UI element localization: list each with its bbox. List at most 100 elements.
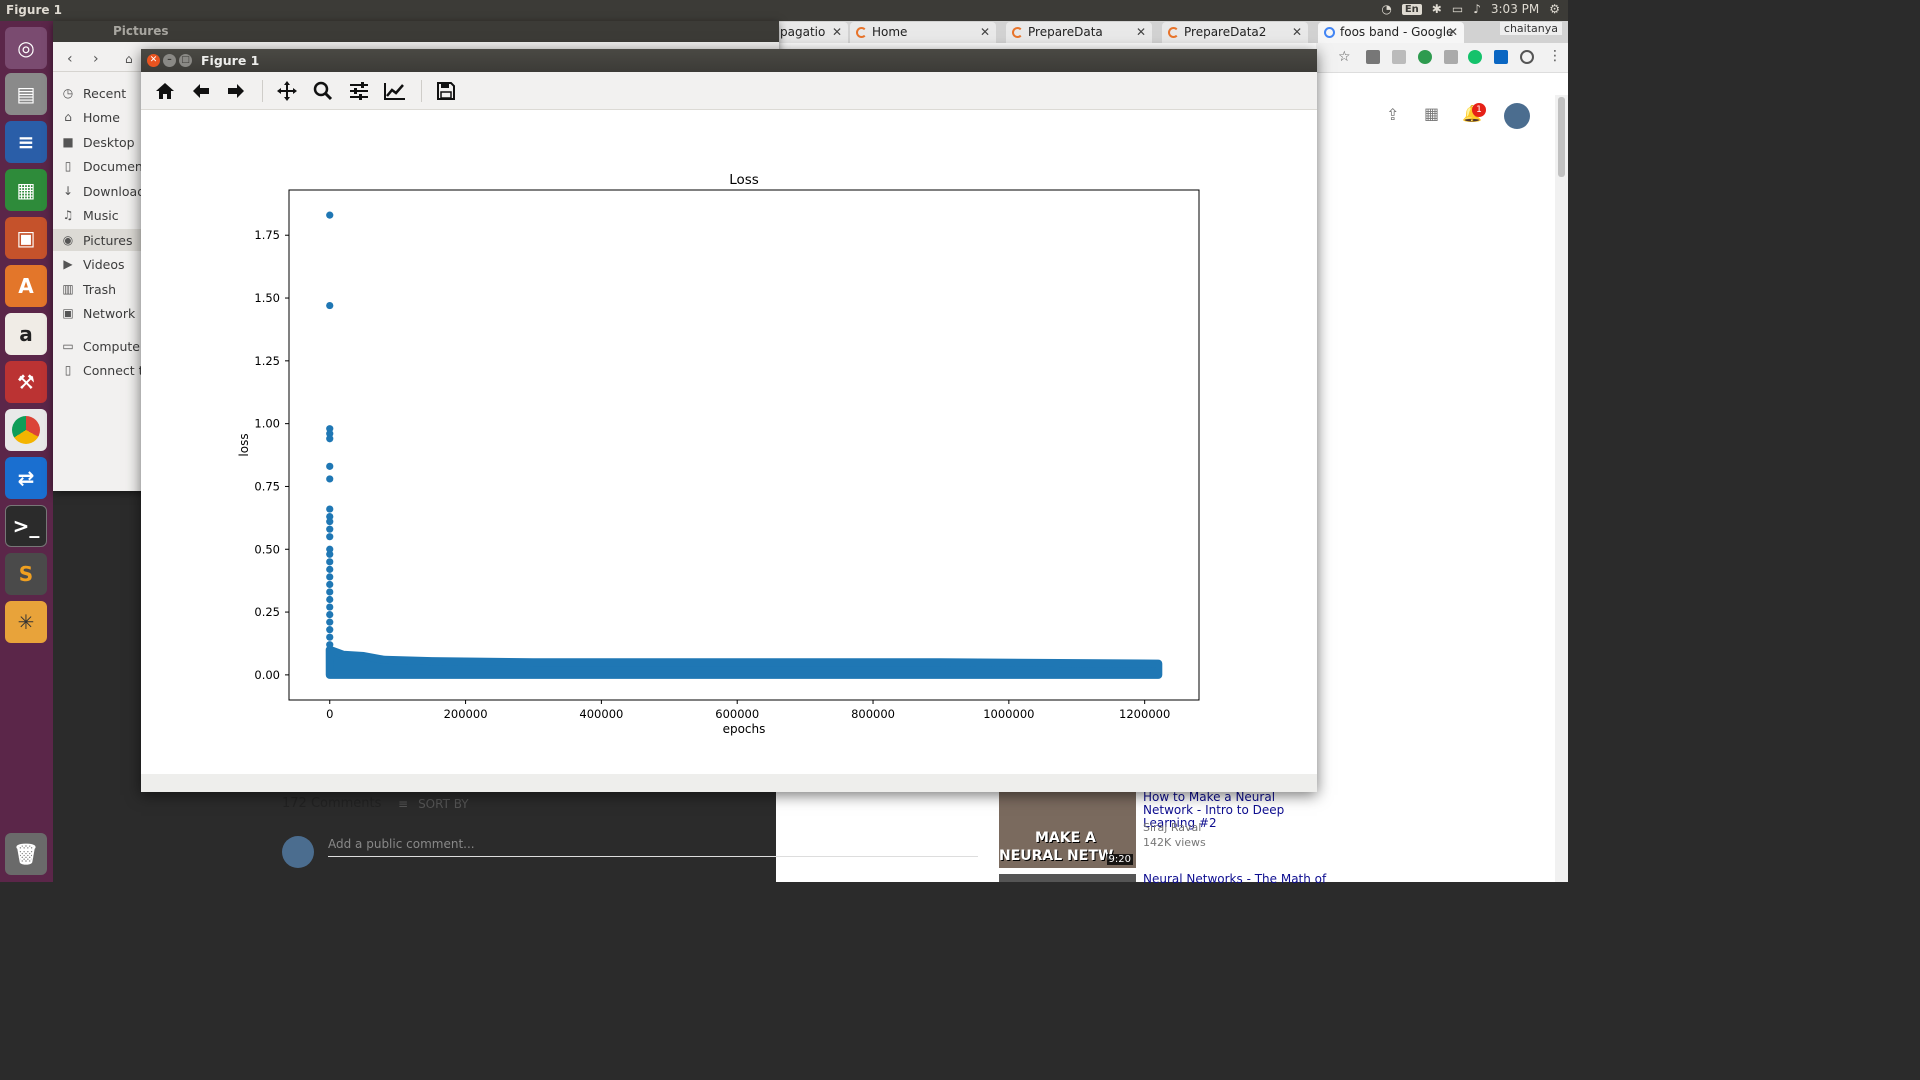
figure-titlebar[interactable]: ✕ – □ Figure 1 [141, 49, 1317, 72]
scrollbar[interactable] [1555, 95, 1568, 882]
close-icon[interactable]: ✕ [979, 25, 990, 39]
minimize-icon[interactable]: – [163, 54, 176, 67]
home-icon[interactable] [151, 78, 179, 104]
bluetooth-icon[interactable]: ✱ [1431, 2, 1442, 16]
forward-arrow-icon[interactable] [222, 78, 250, 104]
menu-icon[interactable]: ⋮ [1548, 48, 1562, 64]
sidebar-item-desktop[interactable]: ■ Desktop [61, 131, 134, 153]
chrome-icon[interactable] [5, 409, 47, 451]
trash-icon[interactable]: 🗑 [5, 833, 47, 875]
extension-icon[interactable] [1418, 50, 1432, 64]
software-center-icon[interactable]: A [5, 265, 47, 307]
channel-name[interactable]: Siraj Raval [1143, 821, 1202, 834]
extension-icon[interactable] [1444, 50, 1458, 64]
figure-title: Figure 1 [201, 53, 260, 68]
sidebar-item-document[interactable]: ▯ Document [61, 155, 148, 177]
sidebar-item-recent[interactable]: ◷ Recent [61, 82, 126, 104]
sidebar-item-pictures[interactable]: ◉ Pictures [53, 229, 141, 251]
sidebar-item-network[interactable]: ▣ Network [61, 302, 135, 324]
files-titlebar[interactable]: Pictures [53, 21, 779, 42]
add-comment-input[interactable]: Add a public comment... [328, 837, 475, 851]
y-tick-label: 1.00 [254, 417, 280, 431]
server-icon: ▯ [64, 363, 72, 377]
pdf-icon[interactable] [1392, 50, 1406, 64]
sidebar-item-label: Pictures [83, 232, 133, 248]
browser-tab[interactable]: Home ✕ [850, 22, 996, 43]
avatar[interactable] [1504, 103, 1530, 129]
x-tick-label: 800000 [851, 707, 895, 721]
scatter-point [326, 475, 334, 483]
browser-tab[interactable]: PrepareData ✕ [1006, 22, 1152, 43]
zoom-icon[interactable] [309, 78, 337, 104]
video-thumbnail[interactable]: MAKE A NEURAL NETW 9:20 [999, 792, 1136, 868]
configure-subplots-icon[interactable] [345, 78, 373, 104]
impress-icon[interactable]: ▣ [5, 217, 47, 259]
save-icon[interactable] [432, 78, 460, 104]
dash-icon[interactable]: ◎ [5, 27, 47, 69]
video-duration: 9:20 [1106, 854, 1133, 865]
plot-canvas[interactable]: 0 200000 400000 600000 800000 1000000 1200000 0… [141, 110, 1317, 774]
browser-tab[interactable]: PrepareData2 ✕ [1162, 22, 1308, 43]
toolbar-separator [262, 80, 263, 102]
grammarly-icon[interactable] [1468, 50, 1482, 64]
edit-axes-icon[interactable] [381, 78, 409, 104]
video-title[interactable]: Neural Networks - The Math of [1143, 872, 1327, 886]
close-icon[interactable]: ✕ [1135, 25, 1146, 39]
extension-icon[interactable] [1366, 50, 1380, 64]
sidebar-item-music[interactable]: ♫ Music [61, 204, 119, 226]
maximize-icon[interactable]: □ [179, 54, 192, 67]
plot-frame [288, 189, 1200, 701]
sublime-icon[interactable]: S [5, 553, 47, 595]
browser-tab[interactable]: foos band - Google ✕ [1318, 22, 1464, 43]
google-icon [1324, 27, 1335, 38]
terminal-icon[interactable]: >_ [5, 505, 47, 547]
sidebar-item-videos[interactable]: ▶ Videos [61, 253, 124, 275]
volume-icon[interactable]: ♪ [1473, 2, 1481, 16]
pan-icon[interactable] [273, 78, 301, 104]
network-icon: ▣ [62, 306, 74, 320]
keyboard-layout[interactable]: En [1401, 3, 1422, 15]
star-icon[interactable]: ☆ [1338, 49, 1351, 65]
clock[interactable]: 3:03 PM [1490, 2, 1540, 16]
close-icon[interactable]: ✕ [831, 25, 842, 39]
close-icon[interactable]: ✕ [147, 54, 160, 67]
comments-count: 172 Comments [282, 796, 382, 811]
writer-icon[interactable]: ≡ [5, 121, 47, 163]
upload-icon[interactable]: ⇪ [1386, 105, 1400, 124]
profile-name[interactable]: chaitanya [1499, 22, 1562, 35]
close-icon[interactable]: ✕ [1291, 25, 1302, 39]
scatter-point [326, 603, 334, 611]
back-icon[interactable]: ‹ [67, 51, 73, 67]
sidebar-item-computer[interactable]: ▭ Computer [61, 335, 145, 357]
back-arrow-icon[interactable] [187, 78, 215, 104]
extension-icon[interactable] [1520, 50, 1534, 64]
linkedin-icon[interactable] [1494, 50, 1508, 64]
scatter-point [326, 545, 334, 553]
settings-icon[interactable]: ⚒ [5, 361, 47, 403]
scrollbar-thumb[interactable] [1558, 97, 1565, 177]
browser-tab[interactable]: pagatio ✕ [776, 22, 848, 43]
sidebar-item-trash[interactable]: ▥ Trash [61, 278, 116, 300]
amazon-icon[interactable]: a [5, 313, 47, 355]
sidebar-item-download[interactable]: ↓ Download [61, 180, 145, 202]
sidebar-item-label: Download [83, 183, 146, 199]
files-icon[interactable]: ▤ [5, 73, 47, 115]
sort-by-button[interactable]: ≡ SORT BY [398, 797, 469, 811]
calc-icon[interactable]: ▦ [5, 169, 47, 211]
sidebar-item-home[interactable]: ⌂ Home [61, 106, 120, 128]
apps-icon[interactable]: ▦ [1424, 104, 1440, 123]
teamviewer-icon[interactable]: ⇄ [5, 457, 47, 499]
trash-icon: ▥ [62, 282, 74, 296]
x-tick-label: 1200000 [1119, 707, 1170, 721]
video-thumbnail[interactable] [999, 874, 1136, 882]
close-icon[interactable]: ✕ [1447, 25, 1458, 39]
sidebar-item-connect-to[interactable]: ▯ Connect to [61, 359, 152, 381]
wifi-icon[interactable]: ◔ [1381, 2, 1392, 16]
forward-icon[interactable]: › [93, 51, 99, 67]
video-title[interactable]: How to Make a Neural Network - Intro to … [1143, 790, 1285, 830]
app-icon[interactable]: ✳ [5, 601, 47, 643]
battery-icon[interactable]: ▭ [1451, 2, 1464, 16]
scatter-point [326, 595, 334, 604]
home-icon[interactable]: ⌂ [125, 52, 133, 66]
gear-icon[interactable]: ⚙ [1549, 2, 1560, 16]
